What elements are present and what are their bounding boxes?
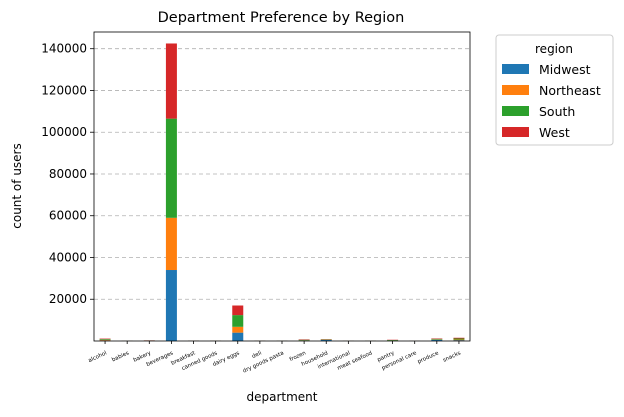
legend-swatch bbox=[502, 85, 529, 95]
x-axis-label: department bbox=[247, 390, 318, 404]
legend-swatch bbox=[502, 127, 529, 137]
legend-label: West bbox=[539, 125, 570, 140]
bars bbox=[100, 43, 465, 341]
y-tick-label: 20000 bbox=[49, 292, 87, 306]
y-tick-label: 80000 bbox=[49, 167, 87, 181]
y-tick-label: 60000 bbox=[49, 209, 87, 223]
bar-segment bbox=[166, 218, 177, 270]
legend-label: South bbox=[539, 104, 575, 119]
bar-segment bbox=[232, 306, 243, 316]
y-tick-label: 100000 bbox=[41, 125, 87, 139]
legend-swatch bbox=[502, 106, 529, 116]
bar-segment bbox=[100, 339, 111, 340]
x-tick-label: babies bbox=[111, 350, 130, 363]
gridlines bbox=[94, 49, 470, 300]
chart-title: Department Preference by Region bbox=[158, 10, 405, 26]
bar-segment bbox=[232, 333, 243, 341]
bar-segment bbox=[453, 340, 464, 341]
x-tick-label: snacks bbox=[442, 350, 462, 363]
bar-segment bbox=[232, 327, 243, 333]
y-axis-label: count of users bbox=[10, 143, 24, 228]
bar-segment bbox=[100, 340, 111, 341]
y-axis: 20000 40000 60000 80000 100000 120000 140000 bbox=[41, 42, 94, 307]
bar-segment bbox=[100, 339, 111, 340]
x-tick-label: produce bbox=[417, 350, 440, 365]
y-tick-label: 120000 bbox=[41, 83, 87, 97]
legend-label: Midwest bbox=[539, 62, 591, 77]
bar-segment bbox=[232, 315, 243, 327]
legend-label: Northeast bbox=[539, 83, 601, 98]
bar-segment bbox=[299, 340, 310, 341]
bar-segment bbox=[453, 338, 464, 339]
bar-segment bbox=[431, 339, 442, 340]
x-tick-label: deli bbox=[251, 350, 263, 360]
y-tick-label: 140000 bbox=[41, 42, 87, 56]
x-tick-label: dry goods pasta bbox=[242, 350, 285, 374]
y-tick-label: 40000 bbox=[49, 250, 87, 264]
x-tick-label: alcohol bbox=[88, 350, 109, 364]
bar-segment bbox=[166, 119, 177, 218]
legend-title: region bbox=[535, 42, 573, 56]
bar-segment bbox=[453, 338, 464, 339]
bar-segment bbox=[166, 43, 177, 118]
legend: region Midwest Northeast South West bbox=[496, 35, 613, 145]
plot-frame bbox=[94, 32, 470, 341]
legend-swatch bbox=[502, 64, 529, 74]
bar-segment bbox=[166, 270, 177, 341]
